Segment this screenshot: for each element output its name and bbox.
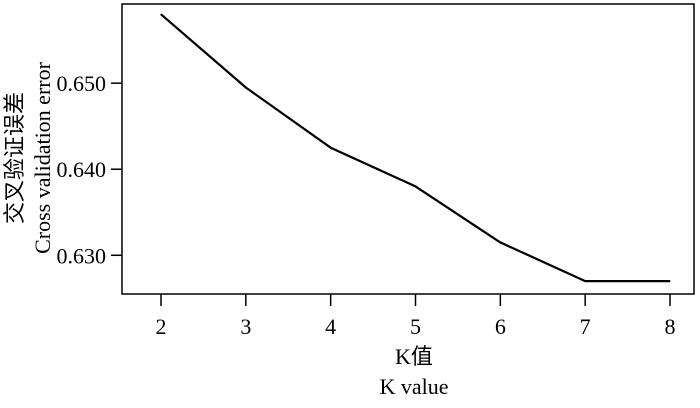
x-tick-label: 7 — [580, 314, 591, 339]
y-tick-label: 0.640 — [57, 157, 107, 182]
data-point — [669, 280, 671, 282]
data-point — [245, 86, 247, 89]
x-tick-label: 5 — [410, 314, 421, 339]
x-tick-label: 6 — [495, 314, 506, 339]
data-point — [414, 185, 417, 188]
data-point — [584, 280, 586, 282]
data-point — [160, 13, 162, 15]
x-tick-label: 3 — [240, 314, 251, 339]
data-point — [330, 147, 332, 149]
data-point — [499, 241, 501, 243]
y-axis: 0.630 0.640 0.650 — [57, 71, 122, 268]
x-tick-label: 8 — [665, 314, 676, 339]
y-axis-title-cn: 交叉验证误差 — [2, 92, 27, 224]
x-axis-title-cn: K值 — [395, 344, 433, 369]
y-axis-title-en: Cross validation error — [30, 61, 55, 254]
y-tick-label: 0.630 — [57, 243, 107, 268]
x-axis-title-en: K value — [379, 374, 448, 399]
x-tick-label: 2 — [156, 314, 167, 339]
plot-frame — [121, 3, 695, 295]
series-line — [160, 13, 670, 283]
series-layer — [160, 13, 671, 283]
x-axis: 2 3 4 5 6 7 8 — [156, 294, 676, 339]
x-tick-label: 4 — [325, 314, 336, 339]
y-tick-label: 0.650 — [57, 71, 107, 96]
